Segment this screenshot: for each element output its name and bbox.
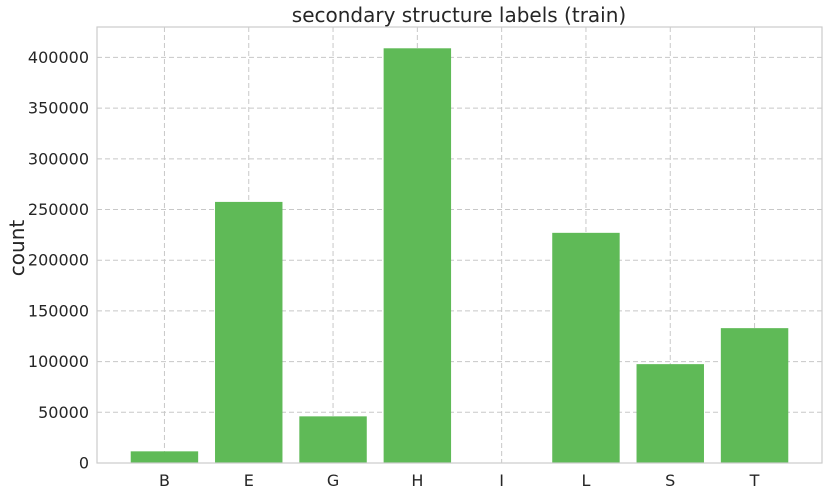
x-tick-label: E <box>244 471 254 490</box>
x-tick-label: L <box>581 471 590 490</box>
bar-H <box>383 48 452 463</box>
chart-title: secondary structure labels (train) <box>292 3 626 27</box>
bar-G <box>299 416 367 463</box>
y-gridlines <box>97 56 822 464</box>
y-tick-label: 50000 <box>38 403 89 422</box>
y-tick-label: 150000 <box>28 301 89 320</box>
y-tick-label: 0 <box>79 454 89 473</box>
y-tick-label: 100000 <box>28 352 89 371</box>
bar-L <box>552 232 620 463</box>
y-tick-labels: 0 50000 100000 150000 200000 250000 300000 3500… <box>28 48 89 473</box>
bar-S <box>636 364 704 463</box>
x-tick-label: B <box>159 471 170 490</box>
plot-frame <box>96 26 823 464</box>
y-tick-label: 350000 <box>28 99 89 118</box>
bar-B <box>130 451 199 463</box>
y-axis-label: count <box>5 220 29 277</box>
bar-T <box>720 328 789 463</box>
y-tick-label: 400000 <box>28 48 89 67</box>
bar-E <box>215 201 283 463</box>
x-tick-label: I <box>499 471 504 490</box>
bars <box>130 48 789 463</box>
x-tick-label: S <box>665 471 675 490</box>
x-tick-label: H <box>411 471 423 490</box>
y-tick-label: 300000 <box>28 149 89 168</box>
y-tick-label: 250000 <box>28 200 89 219</box>
x-tick-label: T <box>749 471 760 490</box>
y-tick-label: 200000 <box>28 251 89 270</box>
x-tick-label: G <box>327 471 339 490</box>
